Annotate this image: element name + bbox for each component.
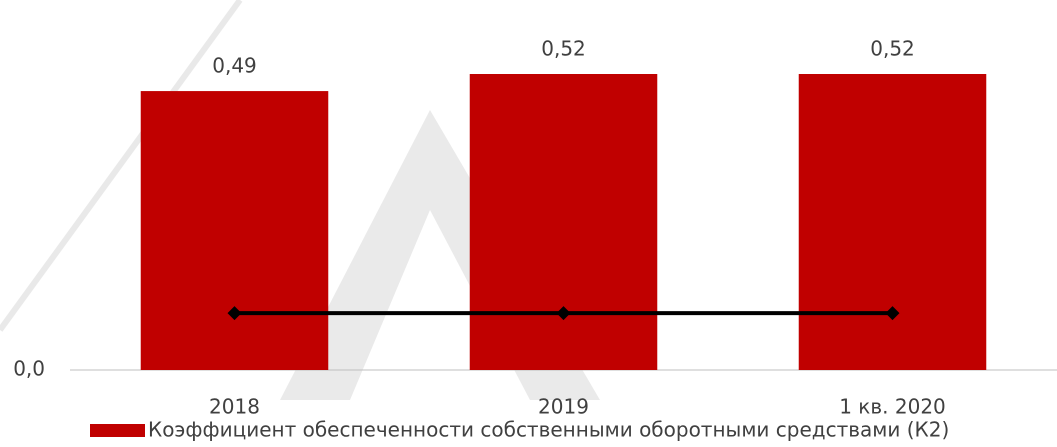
line-marker [227, 306, 242, 321]
y-tick-label: 0,0 [13, 357, 45, 381]
data-label: 0,52 [870, 37, 915, 61]
bar [469, 74, 658, 370]
x-tick-label: 1 кв. 2020 [839, 395, 946, 419]
data-label: 0,52 [541, 37, 586, 61]
data-label: 0,49 [212, 54, 257, 78]
bar [798, 74, 987, 370]
legend-swatch [90, 424, 145, 437]
x-tick-label: 2018 [209, 395, 260, 419]
line-marker [885, 306, 900, 321]
bar [140, 91, 329, 371]
line-marker [556, 306, 571, 321]
x-tick-label: 2019 [538, 395, 589, 419]
legend-label: Коэффициент обеспеченности собственными … [148, 418, 949, 442]
watermark-line [0, 0, 243, 332]
